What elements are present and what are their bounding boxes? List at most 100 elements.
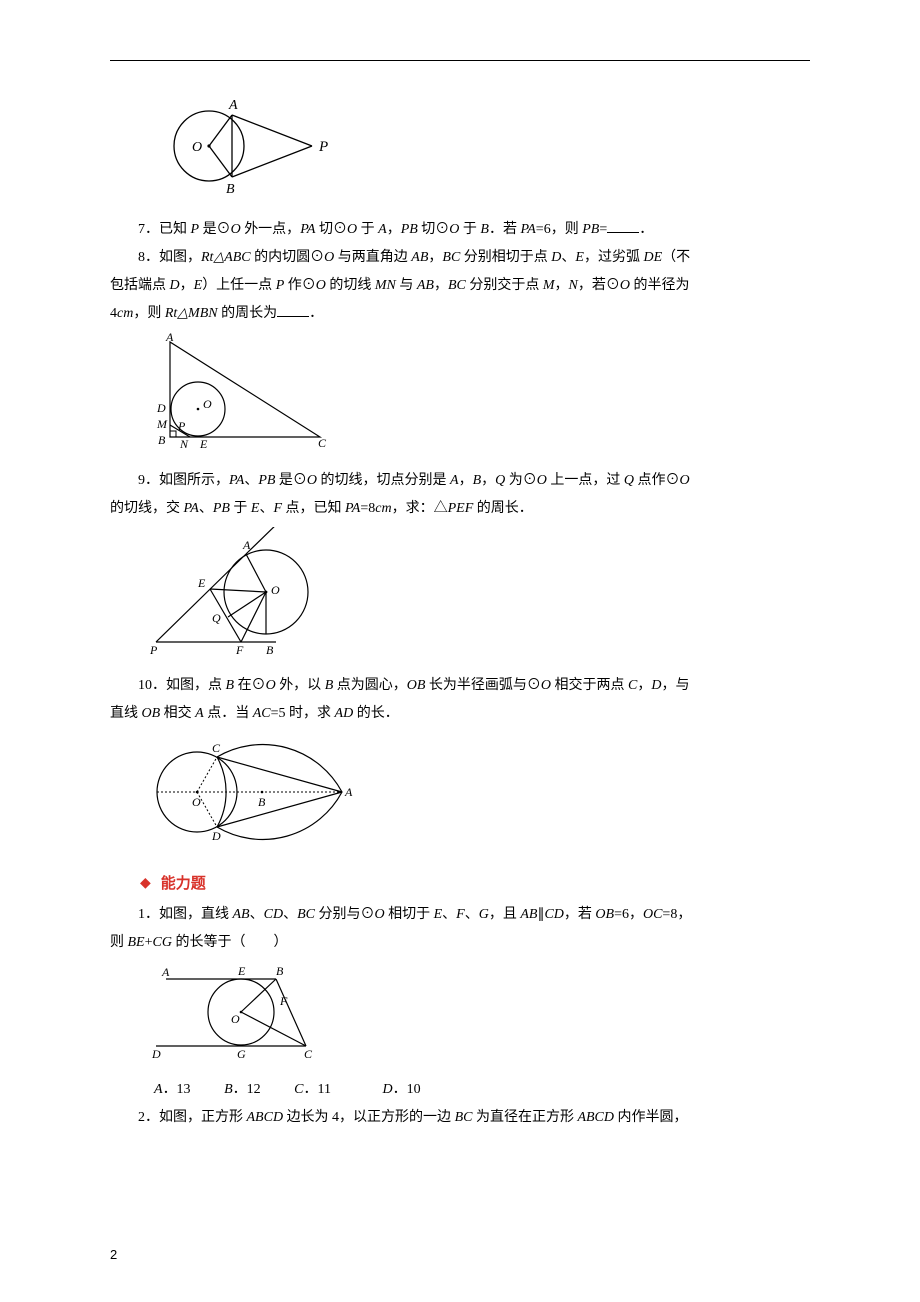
lbl: A — [242, 538, 251, 552]
t: 的周长为 — [218, 306, 278, 321]
t: ， — [555, 278, 569, 293]
t: AB — [417, 278, 434, 293]
t: + — [145, 935, 153, 950]
t: ，若 — [564, 907, 596, 922]
lbl: E — [237, 964, 246, 978]
t: ． — [639, 222, 653, 237]
t: 10．如图，点 — [138, 678, 226, 693]
t: ．13 — [163, 1082, 191, 1097]
t: 分别交于点 — [466, 278, 543, 293]
t: ，求：△ — [392, 501, 448, 516]
t: O — [537, 473, 547, 488]
lbl: D — [211, 829, 221, 843]
lbl: B — [158, 433, 166, 447]
lbl: D — [156, 401, 166, 415]
lbl-O: O — [192, 140, 202, 155]
lbl: B — [276, 964, 284, 978]
lbl: B — [258, 795, 266, 809]
lbl: E — [197, 576, 206, 590]
t: 包括端点 — [110, 278, 170, 293]
t: BC — [455, 1110, 473, 1125]
t: D — [651, 678, 661, 693]
lbl-B: B — [226, 182, 235, 197]
t: 与两直角边 — [334, 250, 411, 265]
lbl-P: P — [318, 139, 328, 155]
t: Rt△MBN — [165, 306, 218, 321]
t: 、 — [561, 250, 575, 265]
t: AC — [253, 706, 271, 721]
lbl: O — [231, 1012, 240, 1026]
blank-q7[interactable] — [607, 218, 639, 233]
t: D — [382, 1082, 392, 1097]
t: ）上任一点 — [202, 278, 276, 293]
t: Q — [624, 473, 634, 488]
t: =6，则 — [536, 222, 582, 237]
t: Rt△ABC — [201, 250, 251, 265]
t: 点，已知 — [282, 501, 345, 516]
t: O — [231, 222, 241, 237]
t: （不 — [662, 250, 690, 265]
page-number: 2 — [110, 1247, 117, 1262]
t: PA — [345, 501, 360, 516]
t: cm — [117, 306, 133, 321]
t: ， — [459, 473, 473, 488]
t: 切⊙ — [316, 222, 348, 237]
t: ， — [428, 250, 442, 265]
option-a[interactable]: A．13 — [154, 1076, 191, 1104]
t: PA — [229, 473, 244, 488]
lbl: C — [212, 741, 221, 755]
t: O — [541, 678, 551, 693]
t: 长为半径画弧与⊙ — [425, 678, 541, 693]
svg-q10: O B A C D — [142, 732, 362, 852]
t: OB — [142, 706, 161, 721]
t: 的半径为 — [630, 278, 690, 293]
t: 为直径在正方形 — [472, 1110, 577, 1125]
t: 的周长． — [473, 501, 533, 516]
lbl: D — [151, 1047, 161, 1061]
q9-line1: 9．如图所示，PA、PB 是⊙O 的切线，切点分别是 A，B，Q 为⊙O 上一点… — [110, 467, 810, 495]
blank-q8[interactable] — [277, 302, 309, 317]
t: OB — [595, 907, 614, 922]
t: 1．如图，直线 — [138, 907, 233, 922]
t: 于 — [357, 222, 378, 237]
lbl: E — [199, 437, 208, 451]
t: 的切线，交 — [110, 501, 184, 516]
t: A — [450, 473, 459, 488]
t: ， — [180, 278, 194, 293]
t: 8．如图， — [138, 250, 201, 265]
t: 相交 — [160, 706, 195, 721]
t: 边长为 4，以正方形的一边 — [283, 1110, 455, 1125]
t: 7．已知 — [138, 222, 191, 237]
t: CD — [264, 907, 283, 922]
t: O — [307, 473, 317, 488]
t: E — [194, 278, 203, 293]
t: 外一点， — [241, 222, 301, 237]
lbl: B — [266, 643, 274, 657]
t: O — [316, 278, 326, 293]
p2q1-options: A．13 B．12 C．11 D．10 — [154, 1076, 810, 1104]
option-c[interactable]: C．11 — [294, 1076, 331, 1104]
t: PB — [213, 501, 230, 516]
t: O — [266, 678, 276, 693]
diamond-icon: ◆ — [140, 870, 151, 898]
t: 、 — [259, 501, 273, 516]
t: 、 — [442, 907, 456, 922]
t: 点．当 — [204, 706, 253, 721]
p2q1-line1: 1．如图，直线 AB、CD、BC 分别与⊙O 相切于 E、F、G，且 AB∥CD… — [110, 901, 810, 929]
option-d[interactable]: D．10 — [382, 1076, 420, 1104]
t: Q — [495, 473, 505, 488]
t: 在⊙ — [234, 678, 266, 693]
figure-p2q1: A E B F O D G C — [146, 961, 810, 1072]
t: ．若 — [489, 222, 521, 237]
lbl: N — [179, 437, 189, 451]
t: PEF — [448, 501, 474, 516]
t: O — [620, 278, 630, 293]
t: cm — [375, 501, 391, 516]
t: 分别相切于点 — [460, 250, 551, 265]
t: O — [347, 222, 357, 237]
t: MN — [375, 278, 396, 293]
option-b[interactable]: B．12 — [224, 1076, 261, 1104]
t: = — [599, 222, 607, 237]
t: A — [154, 1082, 163, 1097]
t: 为⊙ — [505, 473, 537, 488]
